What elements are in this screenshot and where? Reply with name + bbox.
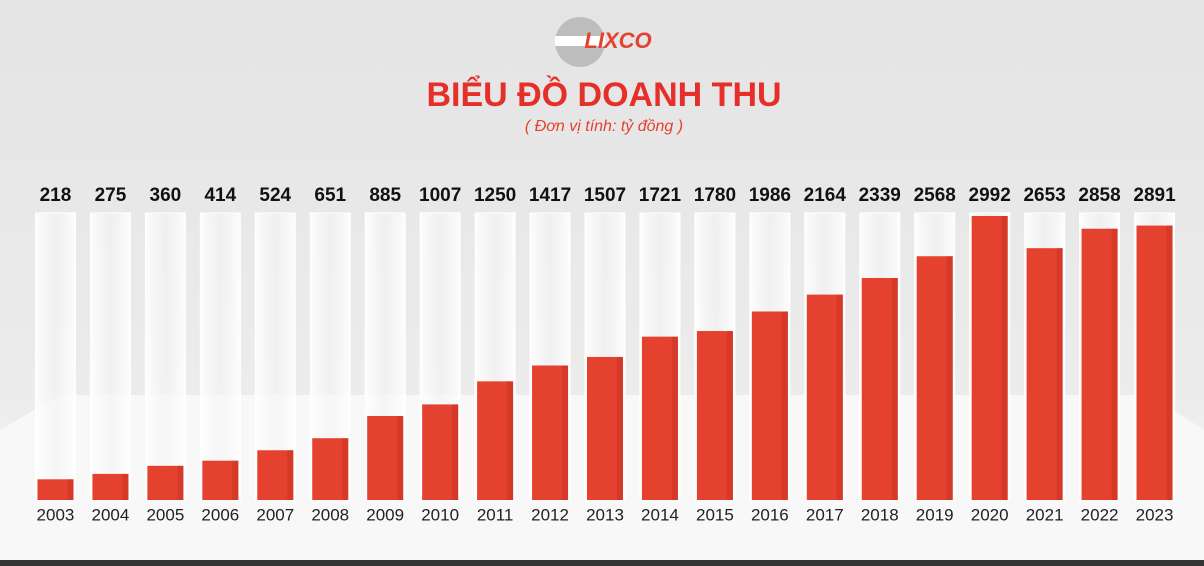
x-tick-label: 2023 [1136, 505, 1174, 524]
value-label: 1250 [474, 185, 516, 206]
bar-shade [1166, 225, 1173, 500]
tube [199, 212, 241, 501]
value-label: 275 [95, 185, 127, 206]
x-tick-label: 2017 [806, 505, 844, 524]
x-tick-label: 2010 [421, 505, 459, 524]
chart-subtitle: ( Đơn vị tính: tỷ đồng ) [525, 118, 683, 135]
tube [89, 212, 131, 501]
bar-shade [452, 404, 459, 500]
logo-stripe [555, 36, 605, 46]
x-tick-label: 2020 [971, 505, 1009, 524]
value-label: 524 [259, 185, 291, 206]
value-label: 1417 [529, 185, 571, 206]
x-tick-label: 2007 [256, 505, 294, 524]
bar-shade [836, 294, 843, 500]
x-tick-label: 2012 [531, 505, 569, 524]
bar-shade [507, 381, 514, 500]
value-label: 1721 [639, 185, 682, 206]
value-label: 885 [369, 185, 401, 206]
value-label: 2858 [1078, 185, 1120, 206]
x-tick-label: 2022 [1081, 505, 1119, 524]
value-label: 2568 [914, 185, 956, 206]
x-tick-label: 2009 [366, 505, 404, 524]
bar-shade [1111, 228, 1118, 501]
x-tick-label: 2015 [696, 505, 734, 524]
x-tick-label: 2016 [751, 505, 789, 524]
value-label: 2992 [969, 185, 1011, 206]
chart-title: BIỂU ĐỒ DOANH THU [426, 76, 781, 114]
bar-shade [177, 465, 184, 500]
bar-shade [67, 479, 74, 500]
x-tick-label: 2003 [37, 505, 75, 524]
logo-text: LIXCO [584, 28, 651, 53]
tube [34, 212, 76, 501]
x-tick-label: 2014 [641, 505, 679, 524]
value-label: 2891 [1133, 185, 1176, 206]
value-label: 651 [314, 185, 346, 206]
tube [144, 212, 186, 501]
bar-shade [671, 336, 678, 500]
bar [477, 381, 514, 500]
bar-shade [342, 438, 349, 500]
value-label: 218 [40, 185, 72, 206]
bar-shade [232, 460, 239, 500]
value-label: 2339 [859, 185, 901, 206]
bar [37, 479, 74, 500]
bar-shade [617, 356, 623, 500]
bar-shade [726, 331, 733, 500]
bar-shade [1001, 216, 1008, 500]
x-tick-label: 2018 [861, 505, 899, 524]
bar-shade [891, 277, 898, 500]
x-tick-label: 2019 [916, 505, 954, 524]
value-label: 1780 [694, 185, 736, 206]
x-tick-label: 2006 [201, 505, 239, 524]
x-tick-label: 2005 [146, 505, 184, 524]
x-tick-label: 2021 [1026, 505, 1064, 524]
bar-shade [946, 256, 953, 500]
logo: LIXCO [555, 17, 652, 67]
bottom-edge [0, 560, 1204, 566]
value-label: 2164 [804, 185, 847, 206]
value-label: 2653 [1023, 185, 1065, 206]
value-label: 360 [150, 185, 182, 206]
bar-shade [397, 415, 404, 500]
value-label: 1986 [749, 185, 791, 206]
bar-shade [781, 311, 788, 500]
x-tick-label: 2004 [92, 505, 130, 524]
bar-shade [562, 365, 569, 500]
value-label: 1007 [419, 185, 461, 206]
bar-shade [1056, 248, 1063, 500]
value-label: 414 [204, 185, 236, 206]
bar-shade [287, 450, 294, 500]
x-tick-label: 2008 [311, 505, 349, 524]
bar-shade [122, 473, 129, 500]
x-tick-label: 2013 [586, 505, 624, 524]
value-label: 1507 [584, 185, 626, 206]
x-tick-label: 2011 [477, 505, 514, 524]
